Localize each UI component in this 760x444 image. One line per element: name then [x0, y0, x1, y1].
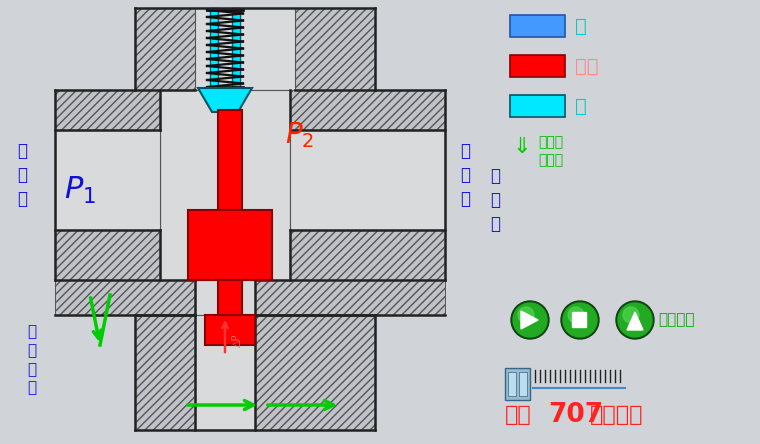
- Circle shape: [568, 307, 584, 323]
- Text: 控
制
油
路: 控 制 油 路: [27, 325, 36, 396]
- Bar: [188, 210, 272, 280]
- Text: 707: 707: [548, 402, 603, 428]
- Text: ⇓: ⇓: [512, 137, 530, 157]
- Text: 阀: 阀: [575, 96, 587, 115]
- Bar: [232, 8, 240, 108]
- Bar: [508, 372, 516, 396]
- Text: 剪辑制作: 剪辑制作: [590, 405, 644, 425]
- Circle shape: [563, 303, 597, 337]
- Bar: [55, 90, 160, 280]
- Bar: [195, 315, 255, 430]
- Bar: [55, 280, 445, 315]
- Text: 返回上页: 返回上页: [658, 313, 695, 328]
- Bar: [290, 130, 445, 230]
- Bar: [210, 8, 218, 108]
- Circle shape: [561, 301, 599, 339]
- Text: 出
油
口: 出 油 口: [460, 143, 470, 208]
- Polygon shape: [627, 312, 643, 330]
- Text: $P_2$: $P_2$: [286, 120, 315, 150]
- Circle shape: [623, 307, 639, 323]
- Circle shape: [511, 301, 549, 339]
- Circle shape: [518, 307, 534, 323]
- Bar: [290, 90, 445, 280]
- Bar: [510, 55, 565, 77]
- Polygon shape: [198, 88, 252, 112]
- Circle shape: [616, 301, 654, 339]
- Text: 出
油
口: 出 油 口: [490, 167, 500, 233]
- Text: 油: 油: [575, 16, 587, 36]
- Bar: [572, 312, 586, 327]
- Text: 活塞: 活塞: [575, 56, 599, 75]
- Text: 进
油
口: 进 油 口: [17, 143, 27, 208]
- Text: $P_1$: $P_1$: [64, 174, 96, 206]
- Circle shape: [618, 303, 652, 337]
- Bar: [135, 8, 375, 90]
- Bar: [519, 372, 527, 396]
- Bar: [510, 15, 565, 37]
- Text: 化工: 化工: [505, 405, 532, 425]
- Text: △P: △P: [232, 333, 242, 347]
- Bar: [205, 315, 255, 345]
- Bar: [195, 280, 255, 315]
- Bar: [195, 8, 295, 90]
- Bar: [135, 315, 375, 430]
- Circle shape: [513, 303, 547, 337]
- Bar: [55, 130, 160, 230]
- Bar: [218, 280, 242, 320]
- Text: 液体流
动方向: 液体流 动方向: [538, 135, 563, 167]
- Bar: [160, 90, 290, 280]
- Polygon shape: [521, 311, 538, 329]
- Bar: [505, 368, 530, 400]
- Bar: [218, 110, 242, 210]
- Bar: [510, 95, 565, 117]
